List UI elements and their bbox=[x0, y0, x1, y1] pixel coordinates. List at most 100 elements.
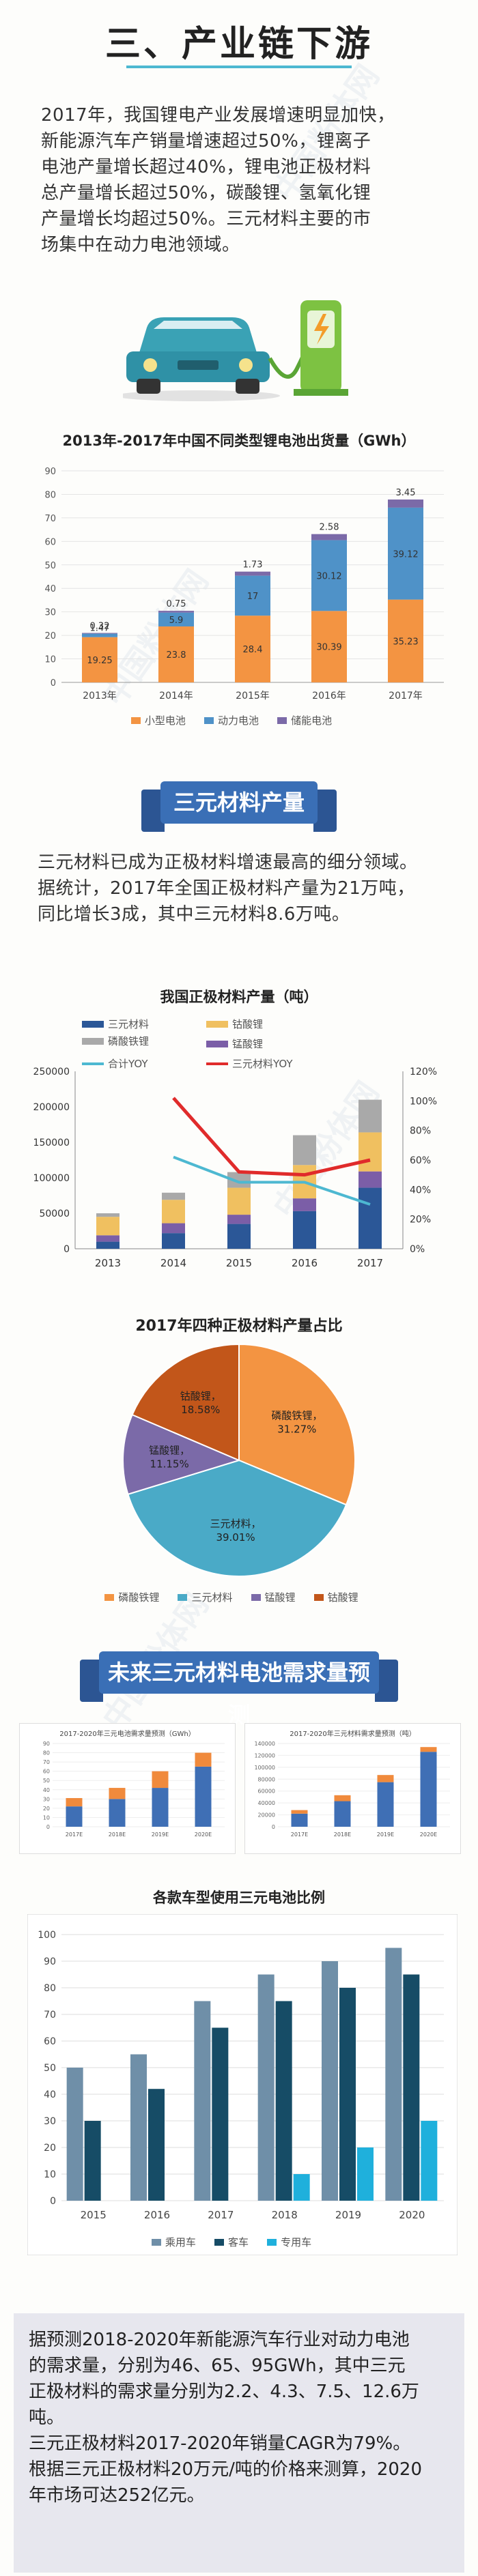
x-tick-label: 2018E bbox=[109, 1832, 126, 1838]
bar-锰酸锂 bbox=[293, 1198, 316, 1211]
legend-label: 动力电池 bbox=[217, 714, 259, 727]
y2-tick-label: 80% bbox=[410, 1126, 431, 1137]
x-tick-label: 2020 bbox=[399, 2209, 425, 2221]
legend-label: 三元材料 bbox=[108, 1018, 150, 1030]
bar-磷酸铁锂 bbox=[162, 1192, 185, 1200]
bar-乘用车 bbox=[194, 2001, 211, 2201]
bar-三元电池 bbox=[109, 1799, 126, 1827]
bar-动力电池 bbox=[235, 575, 270, 616]
bar-储能电池 bbox=[235, 571, 270, 576]
ev-charging-illustration bbox=[123, 300, 348, 401]
y-tick-label: 20000 bbox=[258, 1812, 275, 1819]
legend-swatch bbox=[251, 1593, 261, 1601]
bar-动力电池 bbox=[388, 507, 423, 600]
bar-钴酸锂 bbox=[162, 1200, 185, 1224]
x-tick-label: 2014 bbox=[160, 1257, 186, 1269]
legend-item: 乘用车 bbox=[151, 2235, 196, 2249]
chart5-title: 2017-2020年三元材料需求量预测（吨） bbox=[290, 1731, 416, 1738]
y2-tick-label: 40% bbox=[410, 1185, 431, 1196]
y-tick-label: 250000 bbox=[33, 1067, 70, 1077]
bar-小型电池 bbox=[311, 611, 347, 682]
bar-客车 bbox=[403, 1974, 420, 2201]
bar-客车 bbox=[84, 2121, 101, 2201]
legend-swatch bbox=[130, 717, 141, 724]
bar-磷酸铁锂 bbox=[96, 1213, 120, 1217]
bar-三元电池 bbox=[152, 1788, 169, 1827]
legend-label: 三元材料 bbox=[191, 1591, 233, 1604]
bar-钴酸锂 bbox=[358, 1132, 382, 1172]
data-label: 35.23 bbox=[393, 637, 418, 647]
data-label: 1.73 bbox=[243, 560, 263, 570]
y2-tick-label: 0% bbox=[410, 1244, 425, 1255]
bar-专用车 bbox=[357, 2147, 374, 2201]
y-tick-label: 10 bbox=[44, 2169, 56, 2180]
y-tick-label: 90 bbox=[43, 1741, 50, 1747]
intro-line: 2017年，我国锂电产业发展增速明显加快， bbox=[41, 105, 395, 126]
y-tick-label: 40 bbox=[44, 2089, 56, 2100]
bar-客车 bbox=[339, 1988, 356, 2201]
section2-line: 三元材料已成为正极材料增速最高的细分领域。 bbox=[38, 852, 418, 873]
section-ribbon-ternary-output: 三元材料产量 bbox=[141, 781, 337, 832]
pie-slice-锰酸锂 bbox=[122, 1413, 241, 1496]
bar-三元材料 bbox=[291, 1813, 308, 1827]
y-tick-label: 20 bbox=[44, 2143, 56, 2154]
legend-label: 乘用车 bbox=[165, 2236, 196, 2248]
conclusion-line: 年市场可达252亿元。 bbox=[29, 2485, 205, 2506]
slice-label: 磷酸铁锂， 31.27% bbox=[271, 1409, 322, 1435]
bar-乘用车 bbox=[322, 1961, 338, 2201]
intro-line: 新能源汽车产销量增速超过50%，锂离子 bbox=[41, 131, 371, 151]
legend-label: 三元材料YOY bbox=[232, 1058, 293, 1070]
line-合计YOY bbox=[173, 1155, 371, 1206]
bar-其他电池 bbox=[152, 1771, 169, 1789]
section2-line: 同比增长3成，其中三元材料8.6万吨。 bbox=[38, 904, 350, 925]
intro-line: 电池产量增长超过40%，锂电池正极材料 bbox=[41, 157, 371, 177]
conclusion-paragraph: 据预测2018-2020年新能源汽车行业对动力电池 的需求量，分别为46、65、… bbox=[29, 2327, 452, 2508]
x-tick-label: 2020E bbox=[195, 1832, 212, 1838]
legend-label: 合计YOY bbox=[108, 1058, 148, 1070]
x-tick-label: 2015 bbox=[226, 1257, 252, 1269]
bar-其他材料 bbox=[377, 1775, 394, 1782]
x-tick-label: 2019E bbox=[377, 1832, 394, 1838]
data-label: 0.32 bbox=[90, 622, 110, 632]
pie-slice-三元材料 bbox=[127, 1459, 348, 1577]
y-tick-label: 50 bbox=[44, 2063, 56, 2074]
x-tick-label: 2017 bbox=[208, 2209, 234, 2221]
y-tick-label: 80 bbox=[44, 1983, 56, 1994]
page-title: 三、产业链下游 bbox=[104, 24, 373, 65]
section2-line: 据统计，2017年全国正极材料产量为21万吨， bbox=[38, 878, 415, 899]
legend-swatch bbox=[151, 2238, 161, 2246]
y-tick-label: 120000 bbox=[254, 1752, 275, 1759]
legend-item: 合计YOY bbox=[82, 1056, 191, 1071]
data-label: 30.12 bbox=[316, 571, 341, 581]
legend-swatch bbox=[178, 1593, 188, 1601]
x-tick-label: 2015 bbox=[81, 2209, 107, 2221]
bar-动力电池 bbox=[158, 612, 194, 627]
y-tick-label: 20 bbox=[43, 1806, 50, 1812]
bar-动力电池 bbox=[82, 633, 117, 637]
legend-label: 客车 bbox=[227, 2236, 249, 2248]
bar-乘用车 bbox=[66, 2068, 83, 2201]
legend-label: 磷酸铁锂 bbox=[118, 1591, 160, 1604]
y-tick-label: 50000 bbox=[39, 1209, 70, 1219]
chart6-ternary-by-vehicle: 0 10 20 30 40 50 60 70 80 90 100 2015 2016 2017 2018 20… bbox=[27, 1914, 458, 2255]
bar-客车 bbox=[212, 2027, 229, 2201]
y-tick-label: 90 bbox=[44, 467, 56, 477]
legend-label: 锰酸锂 bbox=[232, 1038, 264, 1050]
title-underline bbox=[126, 66, 352, 68]
bar-小型电池 bbox=[158, 626, 194, 682]
legend-item: 小型电池 bbox=[130, 713, 186, 727]
x-tick-label: 2016 bbox=[144, 2209, 170, 2221]
y-tick-label: 40000 bbox=[258, 1800, 275, 1806]
bar-磷酸铁锂 bbox=[293, 1135, 316, 1166]
legend-swatch bbox=[82, 1037, 104, 1045]
bar-客车 bbox=[148, 2089, 165, 2201]
legend-label: 磷酸铁锂 bbox=[108, 1035, 150, 1047]
x-tick-label: 2020E bbox=[420, 1832, 437, 1838]
x-tick-label: 2018 bbox=[272, 2209, 298, 2221]
y-tick-label: 10 bbox=[44, 655, 56, 665]
bar-客车 bbox=[275, 2001, 292, 2201]
y-tick-label: 30 bbox=[44, 2116, 56, 2127]
bar-锰酸锂 bbox=[162, 1223, 185, 1234]
bar-其他电池 bbox=[66, 1797, 83, 1807]
bar-储能电池 bbox=[311, 534, 347, 540]
